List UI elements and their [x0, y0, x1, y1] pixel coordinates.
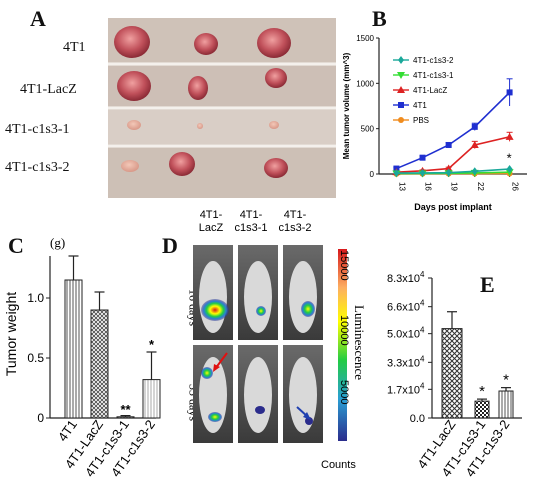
x-tick-label: 19 — [450, 182, 459, 191]
significance-4t1-c1s3-1: ** — [120, 402, 131, 417]
panel-letter-a: A — [30, 6, 46, 31]
y-tick-label: 8.3x10 — [387, 273, 420, 285]
y-tick-label: 6.6x10 — [387, 302, 420, 314]
panel-e-bar-chart: 0.01.7x10 43.3x10 45.0x10 46.6x10 48.3x10 44T… — [387, 270, 522, 480]
panel-letter-e: E — [480, 272, 495, 297]
unit-label: (g) — [50, 235, 65, 250]
y-tick-label: 0 — [37, 411, 44, 425]
y-tick-label: 1.7x10 — [387, 384, 420, 396]
data-point-4t1-c1s3-2 — [445, 168, 452, 177]
y-tick-exponent: 4 — [420, 270, 425, 279]
column-label-4t1-c1s3-1: 4T1- c1s3-1 — [234, 209, 268, 234]
category-label-4t1: 4T1 — [55, 417, 80, 444]
series-4t1 — [393, 78, 513, 172]
legend-label-4t1-lacz: 4T1-LacZ — [413, 86, 447, 95]
panel-b-line-chart: 0 500 1000 1500 13 16 19 22 26 Days post implant M… — [342, 34, 527, 212]
y-tick-label: 3.3x10 — [387, 357, 420, 369]
color-scale-bar — [338, 249, 347, 441]
photo-row-label-4t1: 4T1 — [63, 40, 86, 55]
significance-4t1-c1s3-2: * — [149, 337, 155, 352]
data-point-4t1 — [471, 123, 478, 130]
legend-marker-4t1 — [398, 102, 404, 108]
y-axis-label: Tumor weight — [3, 292, 19, 376]
bar-4t1 — [64, 279, 83, 419]
y-tick-exponent: 4 — [420, 326, 425, 335]
legend-marker-pbs — [398, 117, 404, 123]
legend-label-pbs: PBS — [413, 116, 429, 125]
panel-letter-c: C — [8, 233, 24, 258]
mouse-images — [193, 245, 323, 443]
photo-row-label-4t1-c1s3-1: 4T1-c1s3-1 — [5, 122, 70, 137]
x-axis-label: Days post implant — [414, 202, 492, 212]
series-4t1-c1s3-2 — [393, 165, 513, 178]
data-point-4t1 — [506, 89, 513, 96]
tumor-photo — [108, 18, 336, 198]
bar-4t1-c1s3-2 — [498, 390, 514, 419]
data-point-4t1-c1s3-2 — [471, 167, 478, 176]
y-tick-label: 500 — [361, 125, 375, 134]
data-point-4t1-c1s3-2 — [419, 168, 426, 177]
significance-4t1-c1s3-2: * — [503, 372, 509, 389]
panel-letter-b: B — [372, 6, 387, 31]
panel-a: 4T1 4T1-LacZ 4T1-c1s3-1 4T1-c1s3-2 — [0, 0, 340, 200]
scale-tick-5000: 5000 — [338, 380, 350, 405]
significance-star: * — [507, 151, 512, 166]
series-4t1-lacz — [392, 131, 514, 176]
data-point-4t1-lacz — [470, 140, 479, 148]
data-point-4t1-lacz — [444, 164, 453, 172]
y-tick-exponent: 4 — [420, 299, 425, 308]
bar-4t1-c1s3-2 — [142, 379, 161, 419]
legend-marker-4t1-c1s3-2 — [398, 56, 404, 64]
x-tick-label: 22 — [476, 182, 485, 191]
scale-unit-counts: Counts — [321, 459, 356, 471]
scale-label-luminescence: Luminescence — [352, 305, 367, 381]
y-tick-label: 1500 — [356, 34, 374, 43]
legend-label-4t1-c1s3-1: 4T1-c1s3-1 — [413, 71, 454, 80]
column-label-4t1-c1s3-2: 4T1- c1s3-2 — [278, 209, 312, 234]
bar-4t1-lacz — [441, 328, 463, 419]
x-tick-label: 16 — [424, 182, 433, 191]
bar-4t1-lacz — [90, 309, 109, 419]
legend-marker-4t1-c1s3-1 — [397, 72, 405, 79]
data-point-4t1-lacz — [505, 132, 514, 140]
bar-4t1-c1s3-1 — [474, 400, 490, 419]
scale-tick-10000: 10000 — [338, 315, 350, 346]
data-point-4t1 — [445, 141, 452, 148]
y-tick-label: 0 — [370, 170, 375, 179]
data-point-4t1-c1s3-2 — [393, 169, 400, 178]
x-tick-label: 26 — [511, 182, 520, 191]
data-point-4t1 — [419, 154, 426, 161]
photo-row-label-4t1-c1s3-2: 4T1-c1s3-2 — [5, 160, 70, 175]
column-label-4t1-lacz: 4T1- LacZ — [198, 209, 224, 234]
x-tick-label: 13 — [397, 182, 406, 191]
legend-label-4t1: 4T1 — [413, 101, 427, 110]
y-tick-label: 1000 — [356, 79, 374, 88]
significance-4t1-c1s3-1: * — [479, 383, 485, 400]
photo-row-label-4t1-lacz: 4T1-LacZ — [20, 82, 77, 97]
legend-label-4t1-c1s3-2: 4T1-c1s3-2 — [413, 56, 454, 65]
y-axis-label: Mean tumor volume (mm^3) — [342, 52, 351, 159]
y-tick-exponent: 4 — [420, 354, 425, 363]
y-tick-label: 0.5 — [27, 351, 44, 365]
y-tick-label: 1.0 — [27, 291, 44, 305]
panel-letter-d: D — [162, 233, 178, 258]
panel-d: 4T1- LacZ 4T1- c1s3-1 4T1- c1s3-2 16 day… — [185, 205, 375, 496]
scale-tick-15000: 15000 — [338, 250, 350, 281]
y-tick-label: 0.0 — [410, 413, 425, 425]
data-point-4t1-c1s3-2 — [506, 165, 513, 174]
y-tick-exponent: 4 — [420, 381, 425, 390]
legend-marker-4t1-lacz — [397, 86, 405, 93]
y-tick-label: 5.0x10 — [387, 329, 420, 341]
